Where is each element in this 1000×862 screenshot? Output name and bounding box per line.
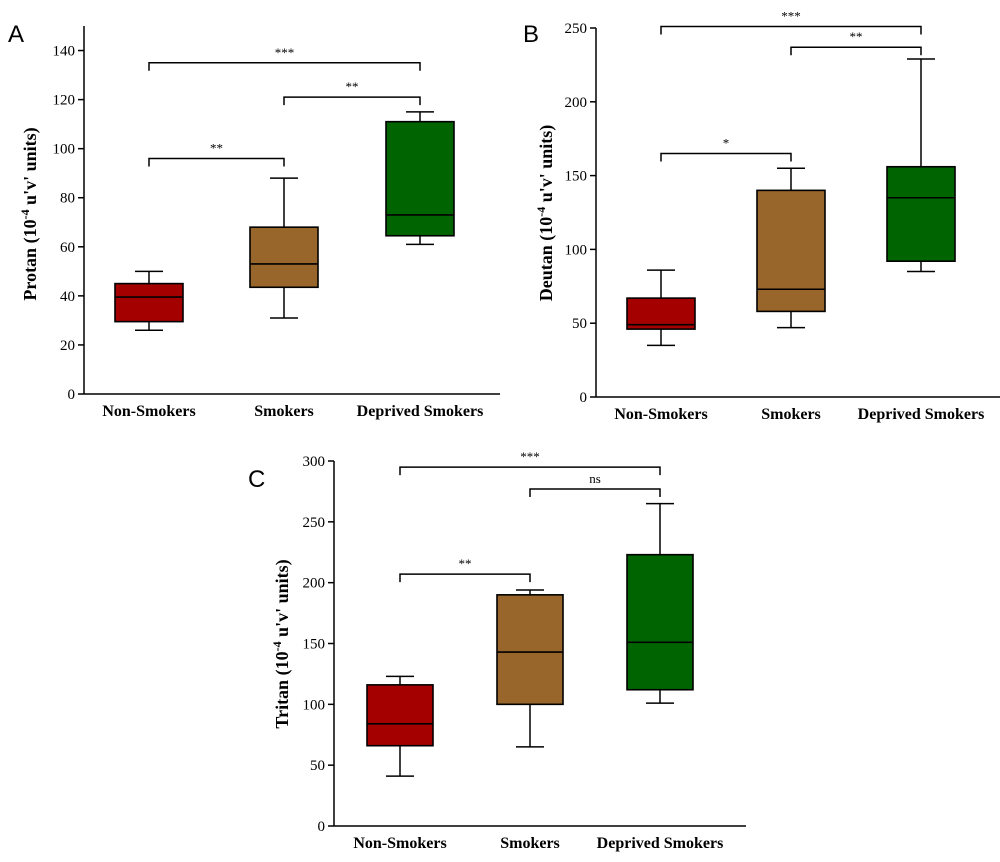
iqr-box [886,165,956,263]
y-tick-label: 50 [310,758,325,774]
significance-bracket [148,157,285,167]
significance-bracket [529,488,661,497]
x-category-label: Deprived Smokers [858,406,985,423]
y-tick-label: 0 [318,819,326,835]
iqr-box [756,189,826,313]
y-tick-label: 150 [303,637,326,653]
y-tick-label: 140 [53,44,76,60]
y-axis-label: Deutan (10-4 u'v' units) [534,125,557,302]
significance-label: *** [520,449,540,464]
y-tick-label: 80 [60,191,75,207]
significance-bracket [660,152,792,162]
y-axis-label: Protan (10-4 u'v' units) [18,127,41,300]
box-smokers [756,167,826,329]
x-category-label: Non-Smokers [353,835,446,852]
box-deprived-smokers [385,111,455,246]
y-tick-label: 40 [60,289,75,305]
significance-label: ** [210,140,223,155]
iqr-box [249,226,319,289]
x-category-label: Smokers [254,403,314,420]
x-category-label: Deprived Smokers [357,403,484,420]
significance-label: ** [850,29,863,44]
significance-bracket [283,96,421,106]
panel-a: A 0 20 40 60 80 100 120 140 Protan (10-4 u'v' uni… [8,21,500,420]
box-smokers [496,589,564,748]
significance-bracket [399,466,661,476]
y-tick-label: 200 [565,95,588,111]
y-tick-label: 0 [68,387,76,403]
significance-label: ns [589,471,601,486]
iqr-box [114,282,184,323]
y-tick-label: 200 [303,576,326,592]
iqr-box [366,684,434,747]
y-tick-label: 150 [565,169,588,185]
y-tick-label: 300 [303,454,326,470]
panel-b: B 0 50 100 150 200 250 Deutan (10-4 u'v' units)… [523,9,1000,423]
x-category-label: Deprived Smokers [597,835,724,852]
y-tick-label: 100 [303,697,326,713]
panel-letter: B [523,21,539,48]
significance-bracket [148,62,421,71]
panel-letter: C [248,466,265,493]
significance-label: ** [459,556,472,571]
y-tick-label: 120 [53,93,76,109]
y-tick-label: 60 [60,240,75,256]
significance-bracket [399,573,531,583]
x-category-label: Non-Smokers [102,403,195,420]
box-deprived-smokers [626,502,694,704]
box-non-smokers [114,270,184,331]
iqr-box [626,553,694,691]
box-non-smokers [366,675,434,777]
x-category-label: Non-Smokers [614,406,707,423]
box-smokers [249,177,319,319]
iqr-box [385,120,455,237]
significance-label: *** [275,45,295,60]
panel-letter: A [8,21,24,48]
iqr-box [496,594,564,706]
y-tick-label: 0 [580,390,588,406]
significance-label: * [723,135,730,150]
y-tick-label: 100 [565,242,588,258]
significance-label: *** [781,9,801,24]
significance-bracket [790,46,922,56]
significance-bracket [660,25,922,35]
significance-label: ** [346,79,359,94]
y-tick-label: 250 [565,21,588,37]
box-non-smokers [626,269,696,347]
box-deprived-smokers [886,58,956,273]
y-tick-label: 20 [60,338,75,354]
x-category-label: Smokers [500,835,560,852]
y-tick-label: 250 [303,515,326,531]
y-tick-label: 50 [572,316,587,332]
panel-c: C 0 50 100 150 200 250 300 Tritan (10-4 u'v' uni… [248,449,746,852]
x-category-label: Smokers [761,406,821,423]
y-axis-label: Tritan (10-4 u'v' units) [270,559,293,728]
y-tick-label: 100 [53,142,76,158]
